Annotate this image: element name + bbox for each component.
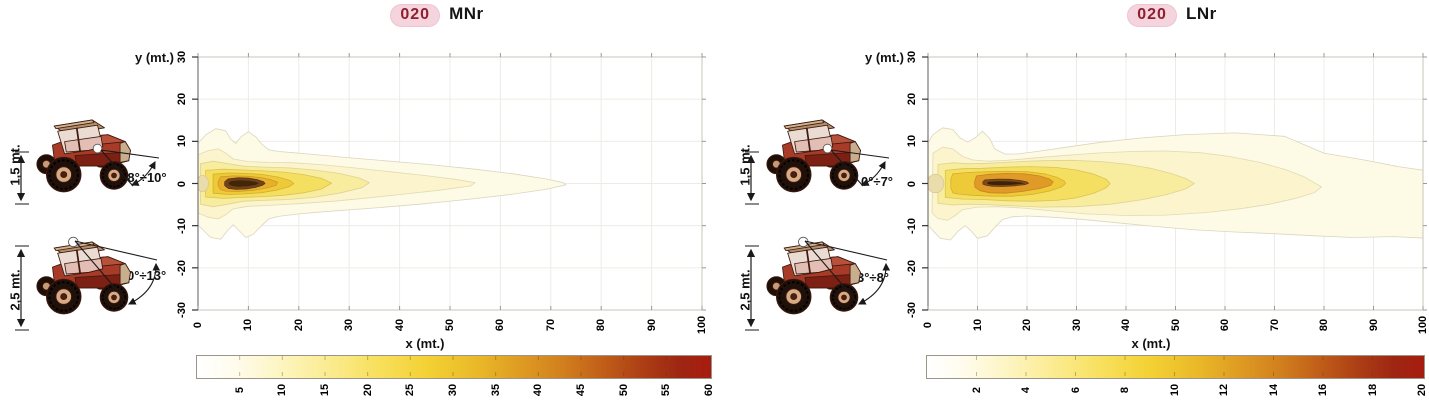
colorbar-tick-label: 30: [447, 383, 459, 397]
x-tick-label: 40: [1120, 318, 1132, 332]
x-tick-label: 40: [393, 318, 406, 332]
x-tick-label: 100: [696, 315, 708, 335]
colorbar-tick-label: 16: [1317, 383, 1329, 397]
colorbar: [196, 355, 712, 379]
tractor-icon: [766, 119, 861, 193]
x-tick-label: 100: [1417, 315, 1429, 335]
y-tick-label: 10: [906, 135, 918, 148]
x-tick-label: 30: [343, 318, 356, 332]
x-tick-label: 30: [1070, 318, 1083, 332]
x-tick-label: 10: [242, 318, 255, 332]
height-dimension-arrow: [15, 151, 29, 205]
colorbar-tick-label: 2: [970, 386, 983, 394]
x-tick-label: 10: [971, 318, 984, 332]
contour-plot: [922, 53, 1427, 311]
contour-bands: [928, 127, 1423, 241]
x-tick-label: 70: [544, 318, 557, 332]
colorbar-tick-label: 8: [1119, 386, 1131, 394]
colorbar-tick-label: 20: [1416, 383, 1428, 397]
x-tick-label: 20: [292, 318, 305, 332]
colorbar-tick-label: 25: [404, 383, 417, 397]
x-tick-label: 70: [1268, 318, 1281, 332]
tractor-icon: [36, 119, 131, 193]
colorbar-tick-label: 5: [233, 386, 246, 394]
panel-title: 020 MNr: [327, 4, 547, 27]
colorbar-tick-label: 12: [1218, 383, 1230, 397]
tractor-figure-2.5m: 2,5 mt. 3°÷8°: [735, 230, 905, 348]
y-tick-label: -20: [176, 259, 188, 276]
x-axis-label: x (mt.): [1131, 336, 1171, 351]
plot-frame: [922, 53, 1427, 311]
colorbar-tick-label: 14: [1267, 383, 1280, 397]
y-tick-label: 20: [906, 93, 918, 106]
product-code-badge: 020: [1127, 4, 1177, 27]
y-axis-label: y (mt.): [865, 50, 904, 65]
x-tick-label: 50: [444, 318, 456, 332]
colorbar: [926, 355, 1425, 379]
contour-bands: [198, 128, 567, 240]
y-tick-label: -10: [906, 217, 918, 234]
y-tick-label: 0: [176, 180, 188, 187]
colorbar-ticks: [976, 356, 1423, 376]
colorbar-tick-label: 10: [276, 383, 289, 397]
colorbar-tick-label: 4: [1020, 386, 1032, 394]
y-tick-label: -30: [176, 302, 188, 318]
colorbar-ticks: [239, 356, 710, 376]
x-tick-label: 90: [645, 318, 658, 332]
colorbar-tick-label: 55: [660, 383, 673, 397]
x-tick-label: 80: [595, 318, 608, 332]
x-tick-label: 0: [922, 321, 934, 329]
x-axis-label: x (mt.): [405, 336, 445, 351]
x-tick-label: 60: [1219, 318, 1231, 332]
colorbar-tick-label: 60: [703, 383, 715, 397]
y-tick-label: 30: [906, 50, 918, 64]
x-tick-label: 0: [192, 321, 204, 329]
x-tick-label: 50: [1169, 318, 1182, 332]
contour-plot: [192, 53, 706, 311]
colorbar-tick-label: 10: [1168, 383, 1181, 397]
tractor-figure-1.5m: 1,5 mt. 8°÷10°: [5, 108, 175, 226]
colorbar-tick-label: 20: [361, 383, 374, 397]
colorbar-tick-label: 6: [1069, 386, 1082, 394]
y-tick-label: 20: [176, 93, 188, 106]
colorbar-tick-label: 35: [489, 383, 502, 397]
colorbar-tick-label: 50: [617, 383, 630, 397]
x-tick-label: 20: [1021, 318, 1033, 332]
product-code-badge: 020: [390, 4, 441, 27]
height-dimension-arrow: [745, 151, 759, 205]
colorbar-tick-label: 45: [575, 383, 587, 397]
x-tick-label: 80: [1318, 318, 1330, 332]
tractor-figure-2.5m: 2,5 mt. 10°÷13°: [5, 230, 175, 348]
y-tick-label: 0: [906, 180, 918, 187]
colorbar-tick-label: 40: [532, 383, 545, 397]
colorbar-tick-label: 18: [1366, 383, 1379, 397]
panel-title-name: LNr: [1185, 4, 1217, 23]
plot-frame: [192, 53, 706, 311]
colorbar-tick-label: 15: [319, 383, 331, 397]
x-tick-label: 90: [1367, 318, 1380, 332]
tractor-icon: [36, 236, 131, 315]
tractor-figure-1.5m: 1,5 mt. 0°÷7°: [735, 108, 905, 226]
panel-title-name: MNr: [449, 4, 484, 23]
height-dimension-arrow: [15, 245, 29, 331]
y-tick-label: 10: [176, 135, 188, 148]
y-tick-label: -10: [176, 217, 188, 234]
y-tick-label: 30: [176, 50, 188, 64]
y-axis-label: y (mt.): [135, 50, 174, 65]
tractor-icon: [766, 236, 861, 315]
y-tick-label: -20: [906, 259, 918, 276]
x-tick-label: 60: [494, 318, 507, 332]
height-dimension-arrow: [745, 245, 759, 331]
panel-title: 020 LNr: [1062, 4, 1282, 27]
y-tick-label: -30: [906, 302, 918, 318]
